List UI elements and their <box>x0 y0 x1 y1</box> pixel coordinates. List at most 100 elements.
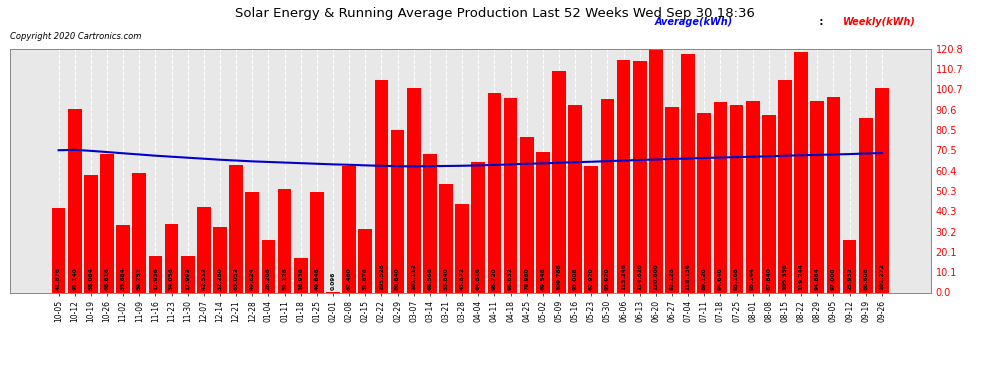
Text: 115.248: 115.248 <box>621 264 626 291</box>
Bar <box>536 152 549 292</box>
Text: 119.244: 119.244 <box>799 264 804 291</box>
Text: 87.840: 87.840 <box>766 268 771 291</box>
Bar <box>374 80 388 292</box>
Bar <box>633 61 646 292</box>
Bar <box>230 165 243 292</box>
Bar <box>552 71 566 292</box>
Text: 34.056: 34.056 <box>169 268 174 291</box>
Text: 89.120: 89.120 <box>702 268 707 291</box>
Bar <box>391 130 405 292</box>
Bar <box>811 101 825 292</box>
Text: 17.992: 17.992 <box>185 268 190 291</box>
Bar <box>665 106 679 292</box>
Bar <box>601 99 615 292</box>
Text: 49.624: 49.624 <box>249 268 254 291</box>
Bar <box>584 165 598 292</box>
Text: 91.140: 91.140 <box>72 268 77 291</box>
Bar <box>197 207 211 292</box>
Text: 94.864: 94.864 <box>815 268 820 291</box>
Text: 118.136: 118.136 <box>686 264 691 291</box>
Text: 105.528: 105.528 <box>379 264 384 291</box>
Text: 53.840: 53.840 <box>444 268 448 291</box>
Text: 86.608: 86.608 <box>863 268 868 291</box>
Bar <box>310 192 324 292</box>
Bar <box>827 97 841 292</box>
Text: 0.096: 0.096 <box>331 272 336 291</box>
Bar <box>698 112 711 292</box>
Text: Weekly(kWh): Weekly(kWh) <box>843 17 916 27</box>
Text: 69.548: 69.548 <box>541 268 545 291</box>
Bar <box>681 54 695 292</box>
Bar <box>745 100 759 292</box>
Text: 26.208: 26.208 <box>266 268 271 291</box>
Bar <box>343 166 356 292</box>
Text: 120.800: 120.800 <box>653 264 658 291</box>
Text: 59.252: 59.252 <box>137 268 142 291</box>
Bar <box>68 109 81 292</box>
Text: 97.000: 97.000 <box>831 268 836 291</box>
Text: 114.820: 114.820 <box>638 264 643 291</box>
Bar <box>51 208 65 292</box>
Bar <box>859 118 872 292</box>
Bar <box>181 256 195 292</box>
Text: 41.876: 41.876 <box>56 268 61 291</box>
Text: 92.128: 92.128 <box>669 268 674 291</box>
Text: Average(kWh): Average(kWh) <box>654 17 733 27</box>
Text: 101.112: 101.112 <box>411 264 416 291</box>
Text: 98.720: 98.720 <box>492 268 497 291</box>
Bar <box>842 240 856 292</box>
Text: 49.648: 49.648 <box>315 268 320 291</box>
Text: 16.936: 16.936 <box>298 268 303 291</box>
Bar <box>778 80 792 292</box>
Text: 93.008: 93.008 <box>572 268 578 291</box>
Text: 63.032: 63.032 <box>234 268 239 291</box>
Text: 62.460: 62.460 <box>346 268 351 291</box>
Text: Solar Energy & Running Average Production Last 52 Weeks Wed Sep 30 18:36: Solar Energy & Running Average Productio… <box>235 8 755 21</box>
Bar <box>100 154 114 292</box>
Bar <box>116 225 130 292</box>
Bar <box>875 88 889 292</box>
Bar <box>148 256 162 292</box>
Bar <box>617 60 631 292</box>
Text: 43.872: 43.872 <box>459 268 464 291</box>
Bar <box>278 189 291 292</box>
Text: 25.932: 25.932 <box>847 268 852 291</box>
Bar <box>407 88 421 292</box>
Bar <box>261 240 275 292</box>
Bar <box>358 229 372 292</box>
Text: 95.920: 95.920 <box>605 268 610 291</box>
Bar <box>423 154 437 292</box>
Text: 105.356: 105.356 <box>782 264 787 291</box>
Bar <box>568 105 582 292</box>
Bar <box>246 192 259 292</box>
Bar <box>649 49 662 292</box>
Bar <box>762 115 776 292</box>
Text: 80.640: 80.640 <box>395 268 400 291</box>
Bar <box>84 175 98 292</box>
Text: 76.960: 76.960 <box>525 268 530 291</box>
Text: 62.920: 62.920 <box>589 268 594 291</box>
Text: 68.816: 68.816 <box>105 268 110 291</box>
Text: 31.676: 31.676 <box>362 268 368 291</box>
Text: 95.144: 95.144 <box>750 268 755 291</box>
Text: 33.684: 33.684 <box>121 268 126 291</box>
Text: 42.512: 42.512 <box>201 268 206 291</box>
Bar <box>133 173 147 292</box>
Bar <box>504 98 518 292</box>
Text: 93.168: 93.168 <box>735 268 740 291</box>
Text: 109.788: 109.788 <box>556 264 561 291</box>
Text: 94.640: 94.640 <box>718 268 723 291</box>
Bar <box>164 224 178 292</box>
Text: 51.128: 51.128 <box>282 268 287 291</box>
Text: 101.272: 101.272 <box>879 264 884 291</box>
Text: 64.816: 64.816 <box>476 268 481 291</box>
Text: 96.632: 96.632 <box>508 268 513 291</box>
Text: 68.568: 68.568 <box>428 268 433 291</box>
Text: Copyright 2020 Cartronics.com: Copyright 2020 Cartronics.com <box>10 32 142 41</box>
Bar <box>730 105 743 292</box>
Bar <box>794 52 808 292</box>
Bar <box>440 184 452 292</box>
Bar <box>213 227 227 292</box>
Bar <box>714 102 728 292</box>
Text: 58.084: 58.084 <box>88 268 93 291</box>
